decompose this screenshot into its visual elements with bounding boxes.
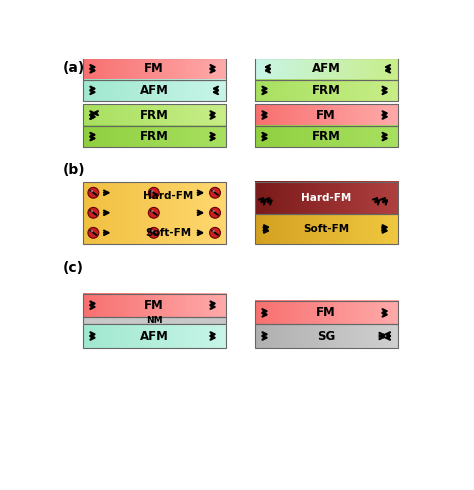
Bar [255, 214, 398, 244]
Circle shape [151, 210, 154, 213]
Text: FRM: FRM [312, 84, 341, 97]
Circle shape [210, 207, 220, 218]
Bar [82, 104, 226, 126]
Circle shape [91, 190, 93, 193]
Bar [82, 182, 226, 244]
Circle shape [91, 230, 93, 232]
Bar [82, 126, 226, 147]
Bar [255, 301, 398, 324]
Text: (a): (a) [63, 61, 85, 75]
Text: (c): (c) [63, 261, 84, 274]
Bar [82, 294, 226, 317]
Bar [255, 58, 398, 79]
Text: Hard-FM: Hard-FM [301, 193, 351, 203]
Circle shape [151, 230, 154, 232]
Circle shape [148, 227, 159, 238]
Circle shape [91, 210, 93, 213]
Text: AFM: AFM [140, 84, 169, 97]
Circle shape [88, 187, 99, 198]
Text: FRM: FRM [312, 130, 341, 143]
Circle shape [148, 187, 159, 198]
Text: (b): (b) [63, 163, 86, 177]
Bar [255, 126, 398, 147]
Bar [255, 182, 398, 214]
Text: FM: FM [144, 62, 164, 75]
Circle shape [151, 190, 154, 193]
Text: FM: FM [316, 306, 336, 319]
Text: FRM: FRM [140, 130, 169, 143]
Circle shape [148, 207, 159, 218]
Circle shape [88, 227, 99, 238]
Bar [255, 324, 398, 347]
Text: FRM: FRM [140, 108, 169, 122]
Bar [255, 79, 398, 101]
Text: Soft-FM: Soft-FM [146, 228, 191, 238]
Circle shape [212, 190, 215, 193]
Text: SG: SG [317, 329, 336, 343]
Bar [82, 79, 226, 101]
Circle shape [88, 207, 99, 218]
Text: Soft-FM: Soft-FM [303, 224, 349, 234]
Bar [82, 58, 226, 79]
Bar [82, 317, 226, 324]
Text: FM: FM [316, 108, 336, 122]
Text: Hard-FM: Hard-FM [144, 191, 194, 201]
Text: FM: FM [144, 299, 164, 312]
Circle shape [210, 187, 220, 198]
Bar [82, 324, 226, 347]
Circle shape [212, 210, 215, 213]
Text: AFM: AFM [140, 329, 169, 343]
Circle shape [212, 230, 215, 232]
Text: NM: NM [146, 316, 163, 325]
Bar [255, 104, 398, 126]
Circle shape [210, 227, 220, 238]
Text: AFM: AFM [312, 62, 341, 75]
